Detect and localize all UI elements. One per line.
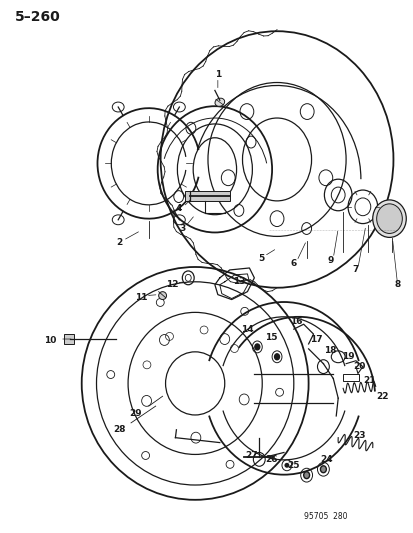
Text: 22: 22 [376, 392, 389, 401]
Text: 12: 12 [166, 280, 179, 289]
Text: 19: 19 [342, 352, 354, 361]
Bar [185, 191, 230, 201]
Text: 8: 8 [394, 280, 401, 289]
Text: 23: 23 [354, 431, 366, 440]
Text: 20: 20 [354, 362, 366, 371]
Text: 27: 27 [245, 451, 258, 460]
Text: 14: 14 [241, 325, 254, 334]
Text: 1: 1 [215, 70, 221, 79]
Text: 15: 15 [265, 333, 278, 342]
Ellipse shape [255, 344, 260, 350]
Text: 28: 28 [113, 425, 126, 434]
Text: 24: 24 [320, 455, 333, 464]
Text: 5: 5 [258, 254, 264, 263]
Ellipse shape [275, 354, 280, 360]
Text: 16: 16 [290, 317, 303, 326]
Text: 25: 25 [287, 461, 300, 470]
Ellipse shape [373, 200, 406, 237]
Text: 95705  280: 95705 280 [304, 512, 347, 521]
Ellipse shape [320, 466, 326, 473]
Text: 17: 17 [310, 335, 323, 343]
Text: 5–260: 5–260 [14, 10, 60, 25]
Text: 18: 18 [324, 346, 337, 356]
Text: 26: 26 [265, 455, 278, 464]
Text: 13: 13 [233, 277, 246, 286]
Bar [343, 374, 359, 382]
Ellipse shape [215, 98, 225, 106]
Text: 29: 29 [130, 408, 142, 417]
Text: 4: 4 [175, 204, 182, 213]
Ellipse shape [159, 292, 166, 300]
Ellipse shape [377, 204, 402, 233]
Ellipse shape [285, 463, 290, 468]
Text: 3: 3 [179, 224, 185, 233]
Bar [64, 334, 74, 344]
Text: 2: 2 [116, 238, 122, 247]
Text: 7: 7 [353, 265, 359, 274]
Text: 9: 9 [327, 256, 334, 264]
Ellipse shape [304, 472, 310, 479]
Text: 21: 21 [363, 376, 376, 385]
Text: 6: 6 [291, 259, 297, 268]
Text: 11: 11 [135, 293, 147, 302]
Text: 10: 10 [44, 336, 56, 345]
